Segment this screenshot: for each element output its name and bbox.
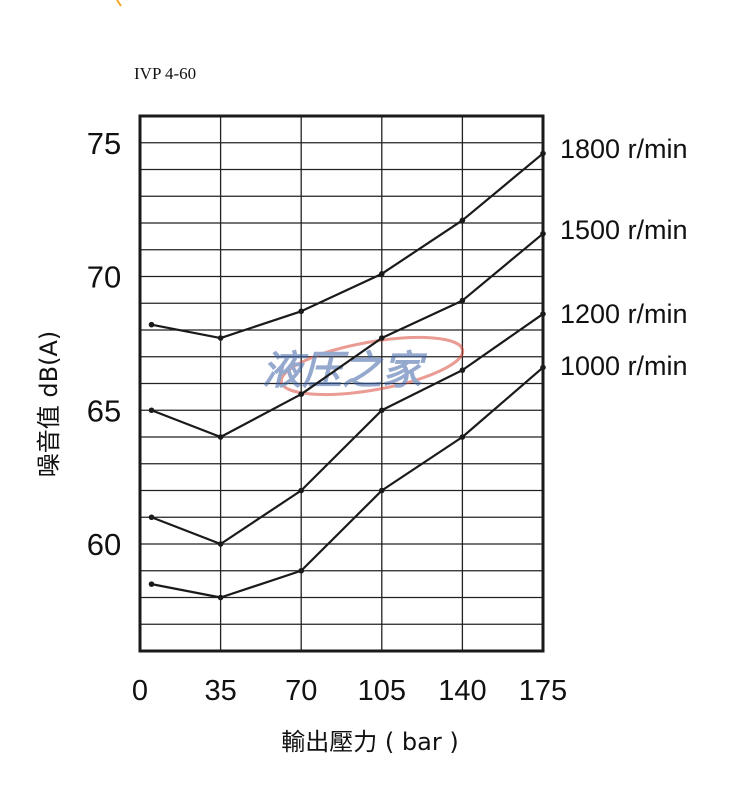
y-axis-label: 噪音值 dB(A) xyxy=(35,331,63,477)
series-lines xyxy=(151,152,544,599)
x-tick-label: 175 xyxy=(519,675,567,707)
data-point xyxy=(148,514,155,521)
series-label-2: 1500 r/min xyxy=(560,215,688,245)
plot-frame xyxy=(138,114,545,653)
data-point xyxy=(217,335,224,341)
plot-grid xyxy=(140,116,543,651)
data-point xyxy=(217,594,224,601)
x-tick-labels: 0 35 70 105 140 175 xyxy=(132,675,567,707)
data-point xyxy=(459,217,466,224)
data-point xyxy=(379,335,385,341)
data-point xyxy=(298,567,305,574)
data-point xyxy=(148,407,155,414)
data-point xyxy=(379,271,385,277)
watermark-text: 液压之家 xyxy=(262,347,428,394)
data-point xyxy=(148,581,155,587)
chart-subtitle: IVP 4-60 xyxy=(134,64,196,83)
x-tick-label: 105 xyxy=(358,675,406,707)
data-point xyxy=(298,391,305,398)
x-tick-label: 35 xyxy=(204,675,236,707)
data-point xyxy=(148,321,155,328)
y-tick-label: 75 xyxy=(87,126,121,161)
data-point xyxy=(379,487,385,494)
y-tick-label: 70 xyxy=(87,260,121,295)
y-tick-labels: 60 65 70 75 xyxy=(87,126,121,562)
data-point xyxy=(459,434,466,440)
data-point xyxy=(217,434,224,440)
watermark-logo: 液压之家 xyxy=(262,335,465,397)
x-tick-label: 140 xyxy=(438,675,486,707)
data-point xyxy=(379,407,385,414)
series-line-4 xyxy=(151,366,544,599)
series-label-3: 1200 r/min xyxy=(560,299,688,329)
series-line-1 xyxy=(151,152,544,340)
corner-mark xyxy=(116,0,122,7)
x-tick-label: 0 xyxy=(132,675,148,707)
series-line-2 xyxy=(151,232,544,439)
x-tick-label: 70 xyxy=(285,675,317,707)
y-tick-label: 65 xyxy=(87,393,121,428)
data-point xyxy=(459,297,466,304)
series-label-4: 1000 r/min xyxy=(560,351,688,381)
series-line-3 xyxy=(151,313,544,546)
y-tick-label: 60 xyxy=(87,527,121,562)
data-point xyxy=(217,541,224,547)
series-labels: 1800 r/min 1500 r/min 1200 r/min 1000 r/min xyxy=(560,134,688,381)
series-label-1: 1800 r/min xyxy=(560,134,688,164)
x-axis-label: 輸出壓力 ( bar ) xyxy=(281,728,458,756)
data-point xyxy=(298,487,305,494)
data-point xyxy=(298,308,305,315)
data-point xyxy=(459,367,466,373)
